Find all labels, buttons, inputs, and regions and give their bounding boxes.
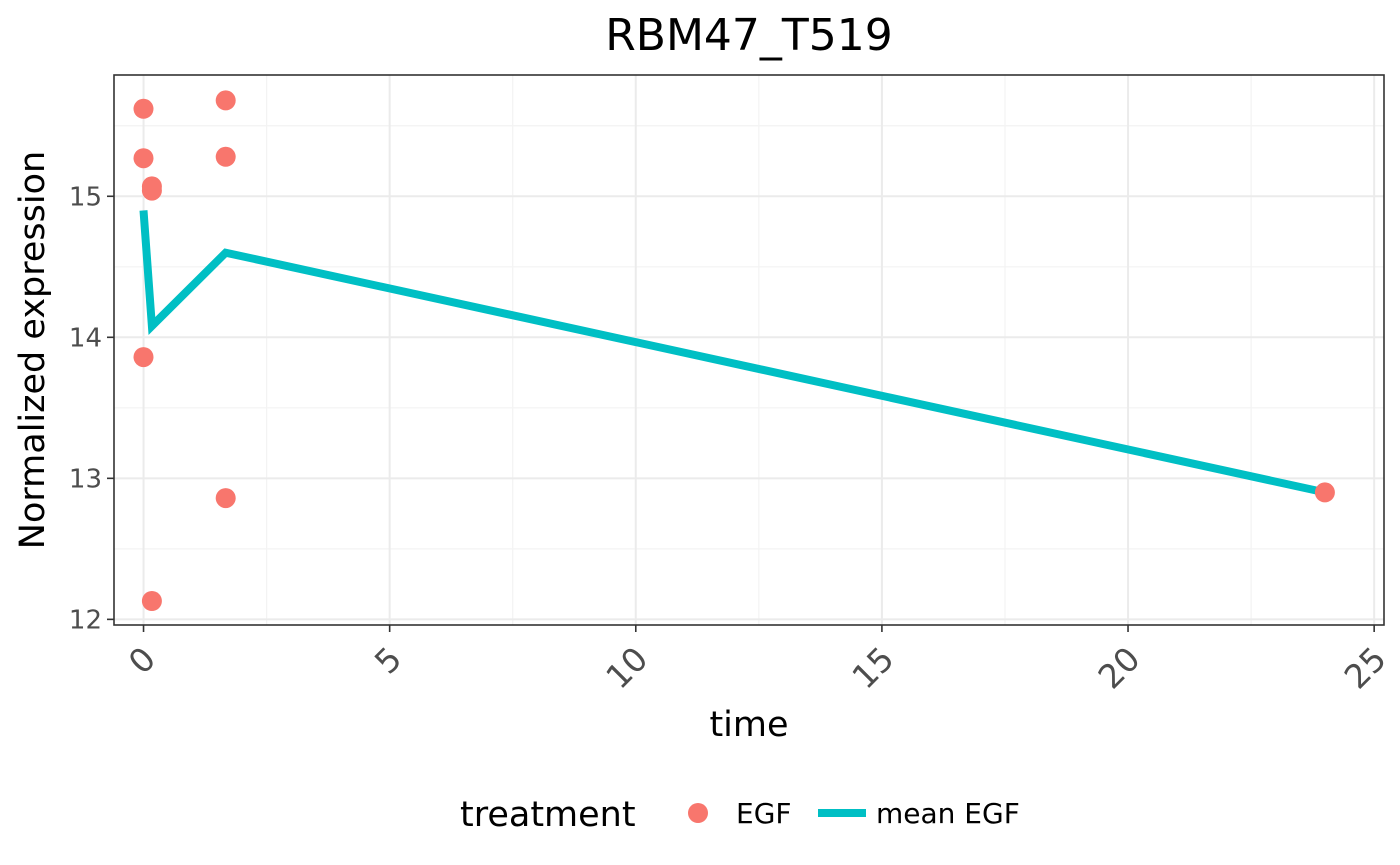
y-tick-label: 12 — [69, 605, 102, 635]
egf-data-point — [133, 98, 154, 119]
legend-label-egf: EGF — [736, 797, 792, 830]
panel-border — [113, 74, 1385, 626]
x-tick-label: 15 — [844, 639, 901, 696]
line-series — [139, 210, 1326, 497]
egf-data-point — [141, 180, 162, 201]
x-axis: 0 5 10 15 20 25 — [121, 625, 1394, 696]
egf-data-point — [215, 90, 236, 111]
scatter-series — [133, 90, 1335, 611]
y-tick-label: 14 — [69, 323, 102, 353]
mean-egf-line — [139, 210, 1326, 497]
y-axis-title: Normalized expression — [13, 151, 53, 549]
egf-data-point — [1314, 482, 1335, 503]
egf-data-point — [215, 488, 236, 509]
x-tick-label: 20 — [1090, 639, 1147, 696]
y-tick-label: 15 — [69, 182, 102, 212]
legend-key-egf-point — [688, 803, 708, 823]
egf-data-point — [133, 347, 154, 368]
x-axis-title: time — [709, 705, 788, 745]
grid-lines — [114, 75, 1384, 625]
chart-title: RBM47_T519 — [605, 10, 893, 61]
legend-label-mean-egf: mean EGF — [876, 797, 1020, 830]
egf-data-point — [215, 146, 236, 167]
x-tick-label: 10 — [598, 639, 655, 696]
x-tick-label: 5 — [367, 639, 409, 681]
plot-panel — [113, 74, 1385, 626]
egf-data-point — [133, 148, 154, 169]
panel-background — [114, 75, 1384, 625]
x-tick-label: 25 — [1337, 639, 1394, 696]
legend-title: treatment — [460, 795, 636, 835]
legend: treatment EGF mean EGF — [460, 795, 1020, 835]
x-tick-label: 0 — [121, 639, 163, 681]
egf-data-point — [141, 591, 162, 611]
y-tick-label: 13 — [69, 464, 102, 494]
y-axis: 12 13 14 15 — [69, 182, 114, 635]
